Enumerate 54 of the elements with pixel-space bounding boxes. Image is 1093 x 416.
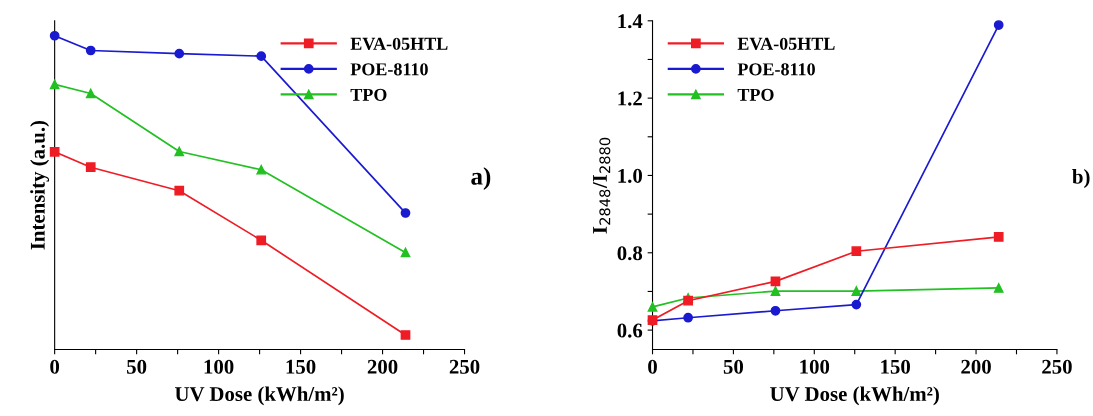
x-tick-label: 150 bbox=[881, 359, 910, 374]
point bbox=[851, 286, 862, 296]
text: a) bbox=[471, 167, 491, 190]
y-tick-label: 1.4 bbox=[618, 14, 643, 29]
text: b) bbox=[1072, 169, 1090, 188]
point bbox=[993, 20, 1004, 30]
x-tick-label: 150 bbox=[286, 359, 316, 374]
x-tick-label: 200 bbox=[961, 359, 991, 374]
y-tick-label: 1.0 bbox=[618, 168, 642, 183]
point bbox=[993, 283, 1004, 293]
point bbox=[400, 208, 411, 218]
y-tick-label: 1.2 bbox=[618, 91, 642, 106]
x-tick-label: 250 bbox=[449, 359, 480, 374]
point bbox=[851, 299, 862, 310]
point bbox=[256, 235, 267, 246]
y-axis-title: I$_{2848}$/I$_{2880}$ bbox=[593, 137, 611, 234]
point bbox=[256, 51, 267, 62]
legend-label: POE-8110 bbox=[737, 63, 815, 76]
legend-label: TPO bbox=[737, 88, 774, 101]
y-tick-label: 0.6 bbox=[617, 323, 643, 338]
point bbox=[85, 45, 96, 56]
y-tick-label: 0.8 bbox=[617, 246, 643, 261]
legend-label: POE-8110 bbox=[350, 63, 428, 76]
point bbox=[770, 305, 781, 316]
x-tick-label: 0 bbox=[50, 359, 60, 374]
legend-label: TPO bbox=[350, 88, 387, 101]
point bbox=[49, 146, 60, 157]
point bbox=[49, 79, 60, 90]
y-axis-title: Intensity (a.u.) bbox=[30, 120, 50, 250]
x-tick-label: 50 bbox=[127, 359, 147, 374]
point bbox=[851, 246, 862, 257]
point bbox=[49, 30, 60, 41]
x-axis-title: UV Dose (kWh/m²) bbox=[770, 386, 939, 406]
point bbox=[174, 146, 185, 157]
point bbox=[85, 88, 96, 99]
point bbox=[400, 247, 411, 258]
point bbox=[993, 232, 1004, 242]
point bbox=[174, 185, 185, 196]
point bbox=[647, 302, 658, 312]
point bbox=[770, 286, 781, 296]
point bbox=[174, 48, 185, 59]
x-tick-label: 0 bbox=[648, 359, 657, 374]
point bbox=[85, 162, 96, 173]
legend-label: EVA-05HTL bbox=[350, 37, 448, 50]
x-tick-label: 100 bbox=[800, 359, 830, 374]
point bbox=[256, 164, 267, 175]
point bbox=[683, 312, 693, 323]
x-tick-label: 200 bbox=[367, 359, 398, 374]
legend-label: EVA-05HTL bbox=[737, 37, 835, 50]
x-tick-label: 100 bbox=[204, 359, 234, 374]
x-tick-label: 250 bbox=[1042, 359, 1072, 374]
x-tick-label: 50 bbox=[723, 359, 744, 374]
point bbox=[400, 330, 411, 340]
x-axis-title: UV Dose (kWh/m²) bbox=[174, 386, 344, 406]
